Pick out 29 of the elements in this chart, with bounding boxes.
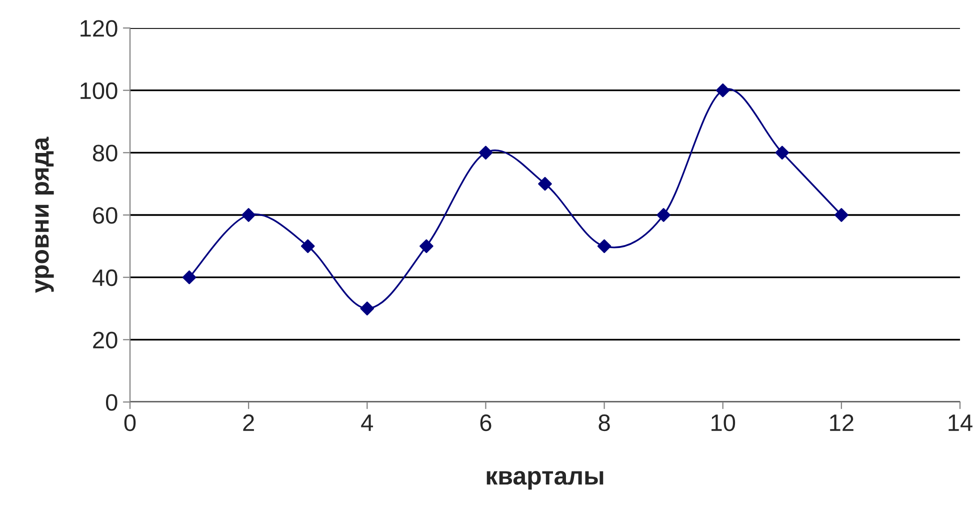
x-tick-label: 2 [243, 414, 254, 431]
point [300, 239, 315, 254]
y-tick-label: 0 [106, 394, 118, 411]
x-tick-label: 6 [480, 414, 492, 432]
y-tick-label: 40 [92, 269, 118, 286]
x-tick-label: 8 [598, 414, 610, 432]
y-tick-label: 100 [80, 82, 118, 100]
point [360, 302, 374, 316]
point [597, 239, 612, 254]
y-tick-label: 60 [93, 207, 118, 224]
point [478, 146, 493, 160]
point [242, 208, 256, 222]
point [538, 176, 552, 191]
y-tick-label: 120 [80, 20, 118, 37]
x-tick-label: 10 [712, 414, 736, 432]
y-tick-label: 80 [92, 144, 118, 162]
x-tick-label: 12 [830, 414, 854, 431]
y-axis-title: уровни ряда [35, 136, 54, 293]
point [182, 270, 196, 284]
point [420, 239, 434, 254]
point [834, 208, 848, 222]
x-tick-label: 14 [948, 414, 972, 431]
point [716, 83, 730, 98]
point [656, 208, 670, 222]
x-axis-title: кварталы [486, 471, 604, 490]
x-tick-label: 4 [361, 414, 374, 431]
y-tick-label: 20 [93, 332, 118, 348]
point [775, 146, 790, 160]
x-tick-label: 0 [124, 414, 136, 432]
